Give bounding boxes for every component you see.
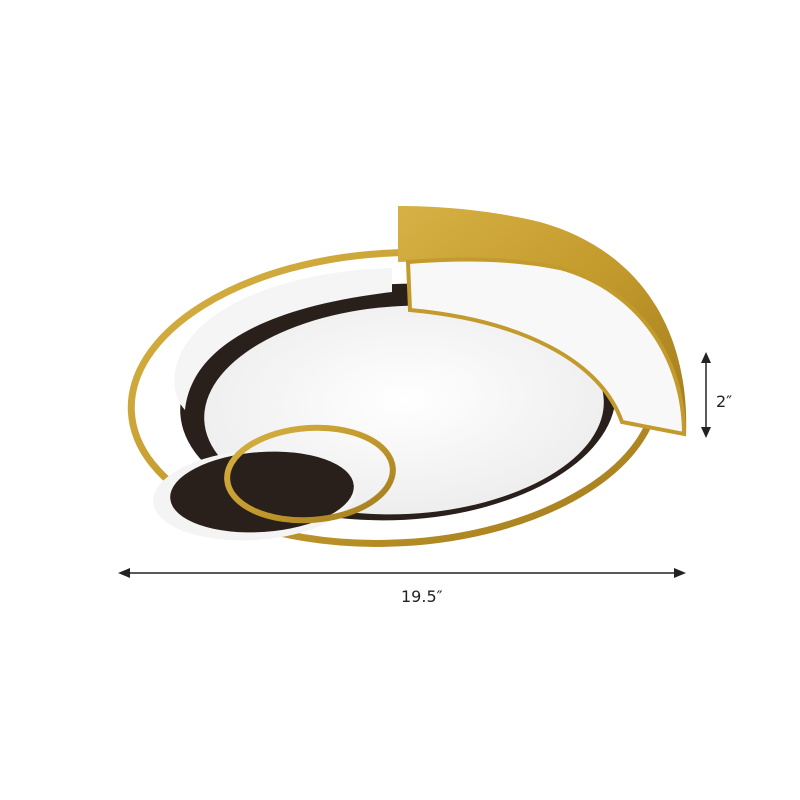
height-dimension-arrow: [701, 352, 711, 438]
diffuser-edge: [174, 268, 392, 410]
width-dimension-arrow: [118, 568, 686, 578]
height-label: 2″: [716, 392, 733, 411]
arc-block-diffuser: [405, 257, 687, 437]
width-label: 19.5″: [401, 587, 443, 606]
small-gold-ring: [224, 424, 396, 524]
small-black-disc: [170, 451, 354, 533]
